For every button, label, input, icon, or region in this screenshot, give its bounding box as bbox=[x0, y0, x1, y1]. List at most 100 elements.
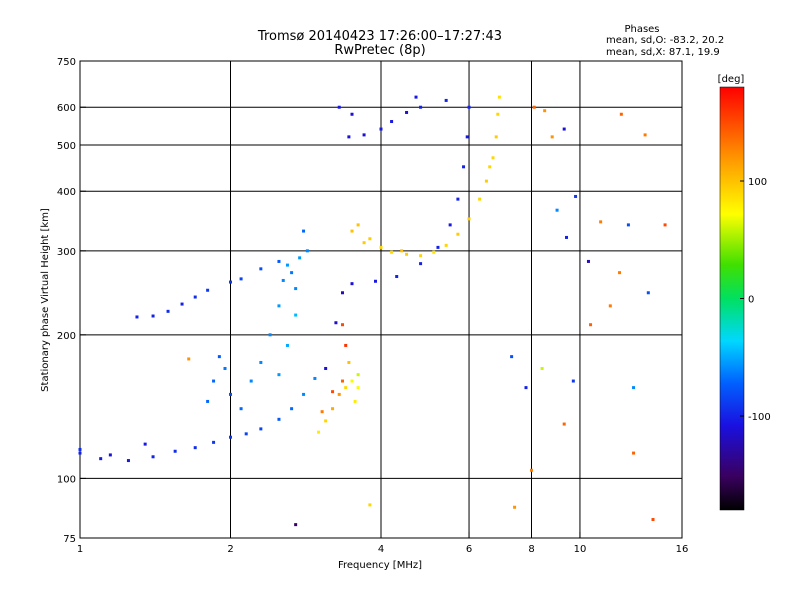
data-point bbox=[277, 259, 281, 263]
y-tick-label: 200 bbox=[57, 331, 76, 342]
data-point bbox=[340, 291, 344, 295]
y-tick-label: 100 bbox=[57, 474, 76, 485]
data-point bbox=[143, 442, 147, 446]
series-o-mode-scatter-1-8-2-9-mhz bbox=[206, 229, 309, 411]
data-point bbox=[368, 503, 372, 507]
data-point bbox=[543, 109, 547, 113]
data-point bbox=[646, 291, 650, 295]
data-point bbox=[390, 250, 394, 254]
data-point bbox=[353, 399, 357, 403]
data-point bbox=[151, 455, 155, 459]
data-point bbox=[550, 135, 554, 139]
x-tick-label: 10 bbox=[574, 544, 587, 555]
data-point bbox=[78, 451, 82, 455]
data-point bbox=[285, 343, 289, 347]
series-o-mode-220-km-trace bbox=[135, 259, 281, 319]
data-point bbox=[448, 223, 452, 227]
data-point bbox=[78, 447, 82, 451]
data-point bbox=[467, 105, 471, 109]
data-point bbox=[379, 127, 383, 131]
data-point bbox=[356, 386, 360, 390]
y-tick-label: 75 bbox=[63, 534, 76, 545]
y-tick-label: 300 bbox=[57, 247, 76, 258]
x-tick-label: 8 bbox=[528, 544, 534, 555]
data-point bbox=[331, 390, 335, 394]
data-point bbox=[324, 419, 328, 423]
series-x-mode-low-trace bbox=[317, 323, 360, 434]
data-point bbox=[405, 252, 409, 256]
y-tick-label: 500 bbox=[57, 141, 76, 152]
data-point bbox=[290, 407, 294, 411]
data-point bbox=[513, 505, 517, 509]
data-point bbox=[562, 127, 566, 131]
data-point bbox=[379, 245, 383, 249]
x-axis-ticks: 1 2 4 6 8 10 16 bbox=[77, 532, 688, 555]
data-point bbox=[206, 399, 210, 403]
data-point bbox=[432, 250, 436, 254]
data-point bbox=[193, 295, 197, 299]
data-point bbox=[524, 386, 528, 390]
series-o-mode-upper-trace bbox=[337, 95, 448, 139]
data-point bbox=[496, 112, 500, 116]
data-point bbox=[281, 278, 285, 282]
data-point bbox=[277, 417, 281, 421]
data-point bbox=[239, 407, 243, 411]
y-tick-label: 750 bbox=[57, 57, 76, 68]
data-point bbox=[229, 435, 232, 439]
x-tick-label: 2 bbox=[227, 544, 233, 555]
data-point bbox=[212, 440, 216, 444]
data-point bbox=[362, 241, 366, 245]
y-axis-label: Stationary phase Virtual Height [km] bbox=[40, 208, 51, 392]
data-point bbox=[337, 105, 341, 109]
data-point bbox=[305, 249, 309, 253]
data-point bbox=[571, 379, 575, 383]
data-point bbox=[244, 432, 248, 436]
y-tick-label: 600 bbox=[57, 103, 76, 114]
data-point bbox=[626, 223, 630, 227]
data-point bbox=[193, 446, 197, 450]
data-point bbox=[400, 249, 404, 253]
x-tick-label: 4 bbox=[378, 544, 384, 555]
data-point bbox=[347, 360, 351, 364]
data-point bbox=[302, 229, 306, 233]
series-x-mode-trace bbox=[350, 95, 501, 258]
data-point bbox=[494, 135, 498, 139]
data-point bbox=[356, 373, 360, 377]
data-point bbox=[259, 360, 263, 364]
data-point bbox=[444, 98, 448, 102]
data-point bbox=[532, 105, 536, 109]
data-point bbox=[467, 217, 471, 221]
y-tick-label: 400 bbox=[57, 187, 76, 198]
data-point bbox=[290, 271, 294, 275]
data-point bbox=[350, 379, 354, 383]
data-point bbox=[344, 386, 348, 390]
data-point bbox=[405, 110, 409, 114]
data-point bbox=[302, 392, 306, 396]
data-point bbox=[217, 355, 221, 359]
data-point bbox=[651, 518, 655, 522]
series-sparse-echoes bbox=[187, 105, 667, 527]
data-point bbox=[223, 366, 227, 370]
data-point bbox=[173, 449, 177, 453]
data-point bbox=[444, 243, 448, 247]
data-point bbox=[277, 373, 281, 377]
data-point bbox=[331, 407, 335, 411]
data-point bbox=[643, 133, 647, 137]
data-point bbox=[618, 271, 622, 275]
data-point bbox=[249, 379, 253, 383]
data-point bbox=[562, 422, 566, 426]
data-point bbox=[663, 223, 667, 227]
data-point bbox=[135, 315, 139, 319]
data-point bbox=[589, 323, 593, 327]
data-point bbox=[350, 282, 354, 286]
data-point bbox=[108, 453, 112, 457]
data-point bbox=[419, 262, 423, 266]
data-point bbox=[540, 366, 544, 370]
data-point bbox=[530, 468, 533, 472]
data-point bbox=[456, 197, 460, 201]
colorbar-tick-label: 0 bbox=[748, 295, 754, 306]
data-point bbox=[320, 410, 324, 414]
data-point bbox=[478, 197, 482, 201]
y-axis-ticks: 75 100 200 300 400 500 600 750 bbox=[57, 57, 86, 545]
